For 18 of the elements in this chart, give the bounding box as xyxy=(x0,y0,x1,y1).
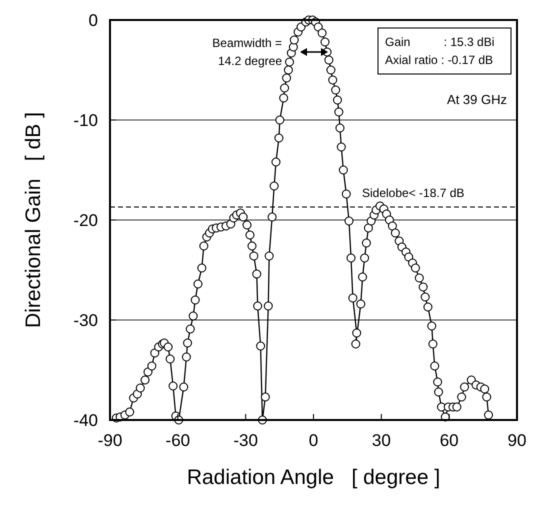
annotation: Beamwidth = 14.2 degree xyxy=(212,36,282,68)
y-tick-label: -20 xyxy=(73,211,98,230)
ref-line-label: Sidelobe< -18.7 dB xyxy=(362,186,464,200)
y-tick-label: -10 xyxy=(73,111,98,130)
x-tick-label: 30 xyxy=(372,431,391,450)
x-axis-title: Radiation Angle [ degree ] xyxy=(186,466,440,489)
annotation: Gain : 15.3 dBi Axial ratio : -0.17 dB xyxy=(385,35,494,67)
y-tick-label: -40 xyxy=(73,411,98,430)
x-tick-label: 90 xyxy=(508,431,526,450)
x-tick-label: -90 xyxy=(98,431,122,450)
y-tick-label: -30 xyxy=(73,311,98,330)
x-tick-label: -30 xyxy=(233,431,258,450)
x-tick-label: 60 xyxy=(440,431,459,450)
y-tick-label: 0 xyxy=(88,11,98,30)
x-tick-label: 0 xyxy=(308,431,318,450)
y-axis-title: Directional Gain [ dB ] xyxy=(22,112,45,328)
annotation: At 39 GHz xyxy=(447,92,507,107)
x-tick-label: -60 xyxy=(166,431,190,450)
